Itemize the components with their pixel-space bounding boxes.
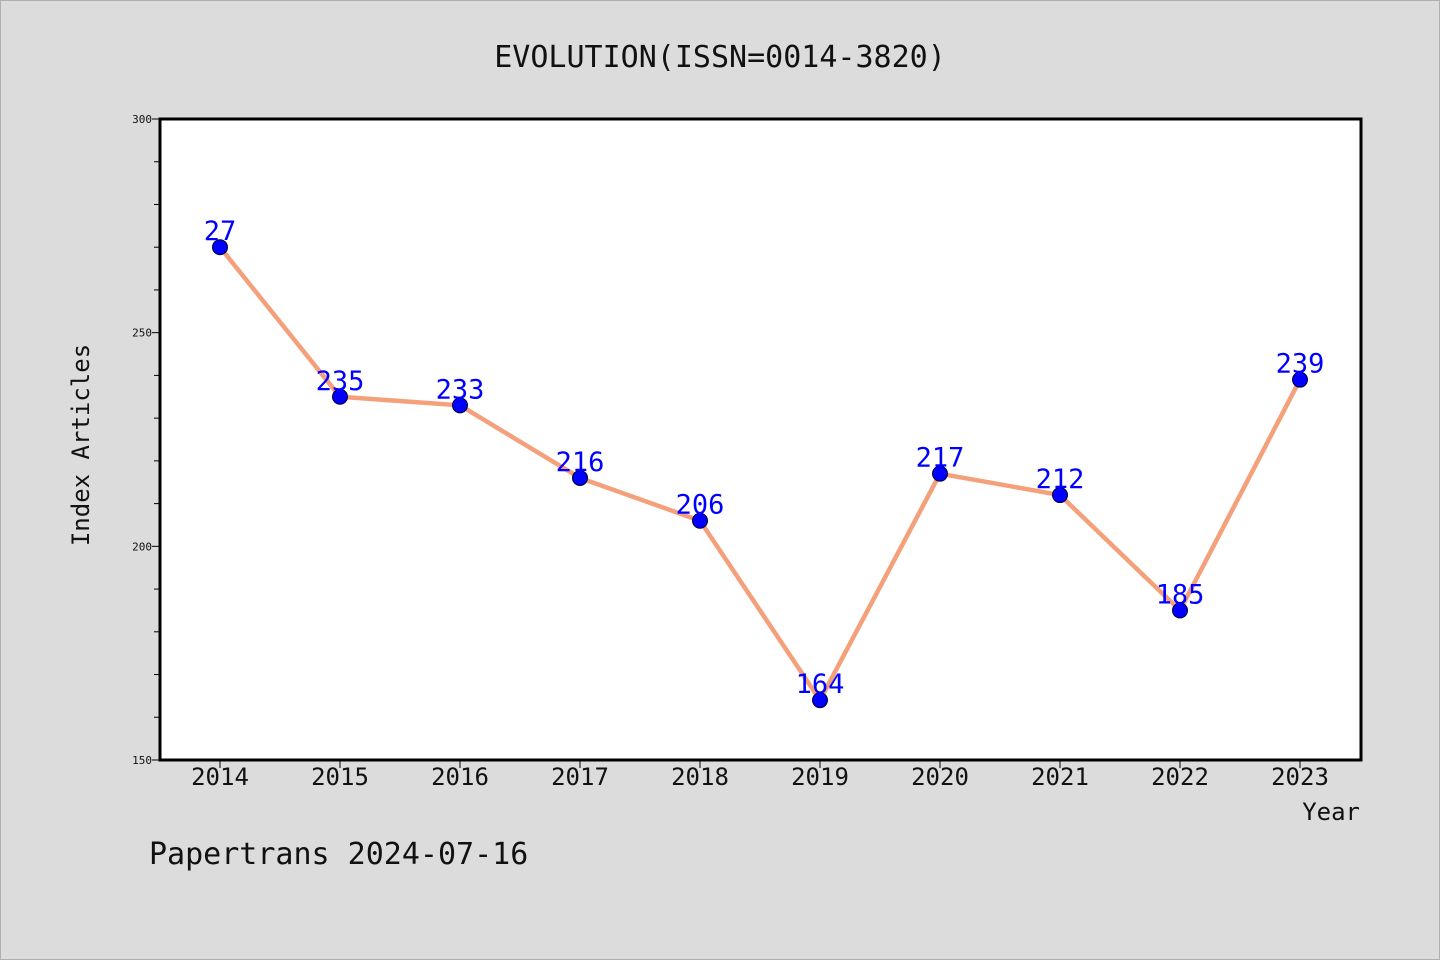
y-tick-label: 150: [132, 754, 152, 767]
data-label: 206: [676, 490, 725, 521]
x-tick-label: 2017: [551, 763, 609, 791]
series-line: [217, 244, 1303, 703]
y-tick-label: 200: [132, 540, 152, 553]
x-axis: 2014 2015 2016 2017 2018 2019 2020 2021 2022 2023: [191, 760, 1329, 791]
data-label: 216: [556, 447, 605, 478]
x-tick-label: 2015: [311, 763, 369, 791]
x-axis-label: Year: [1302, 798, 1360, 826]
data-point-marker: [332, 388, 348, 405]
data-label: 164: [796, 669, 845, 700]
data-point-marker: [812, 692, 828, 709]
data-point-marker: [692, 512, 708, 529]
x-tick-label: 2021: [1031, 763, 1089, 791]
x-tick-label: 2023: [1271, 763, 1329, 791]
data-label: 233: [436, 374, 485, 405]
footer-text: Papertrans 2024-07-16: [149, 837, 528, 872]
series-index-articles: 27 235 233 216 206 164 217 212 185 239: [204, 216, 1325, 709]
chart-title: EVOLUTION(ISSN=0014-3820): [494, 40, 946, 75]
data-point-marker: [1052, 487, 1068, 504]
x-tick-label: 2018: [671, 763, 729, 791]
x-tick-label: 2022: [1151, 763, 1209, 791]
data-point-marker: [212, 239, 228, 256]
data-point-marker: [572, 469, 588, 486]
data-point-marker: [1292, 371, 1308, 388]
data-label: 185: [1156, 579, 1205, 610]
x-tick-label: 2019: [791, 763, 849, 791]
data-label: 235: [316, 366, 365, 397]
data-point-marker: [1172, 602, 1188, 619]
x-tick-label: 2016: [431, 763, 489, 791]
y-axis: 150 200 250 300: [132, 113, 160, 767]
data-label: 27: [204, 216, 237, 247]
data-point-marker: [452, 397, 468, 414]
data-point-marker: [932, 465, 948, 482]
plot-area: [158, 117, 1363, 762]
data-label: 217: [916, 443, 965, 474]
y-tick-label: 300: [132, 113, 152, 126]
x-tick-label: 2014: [191, 763, 249, 791]
x-tick-label: 2020: [911, 763, 969, 791]
y-axis-label: Index Articles: [67, 344, 95, 546]
data-label: 239: [1276, 349, 1325, 380]
y-tick-label: 250: [132, 327, 152, 340]
data-label: 212: [1036, 464, 1085, 495]
